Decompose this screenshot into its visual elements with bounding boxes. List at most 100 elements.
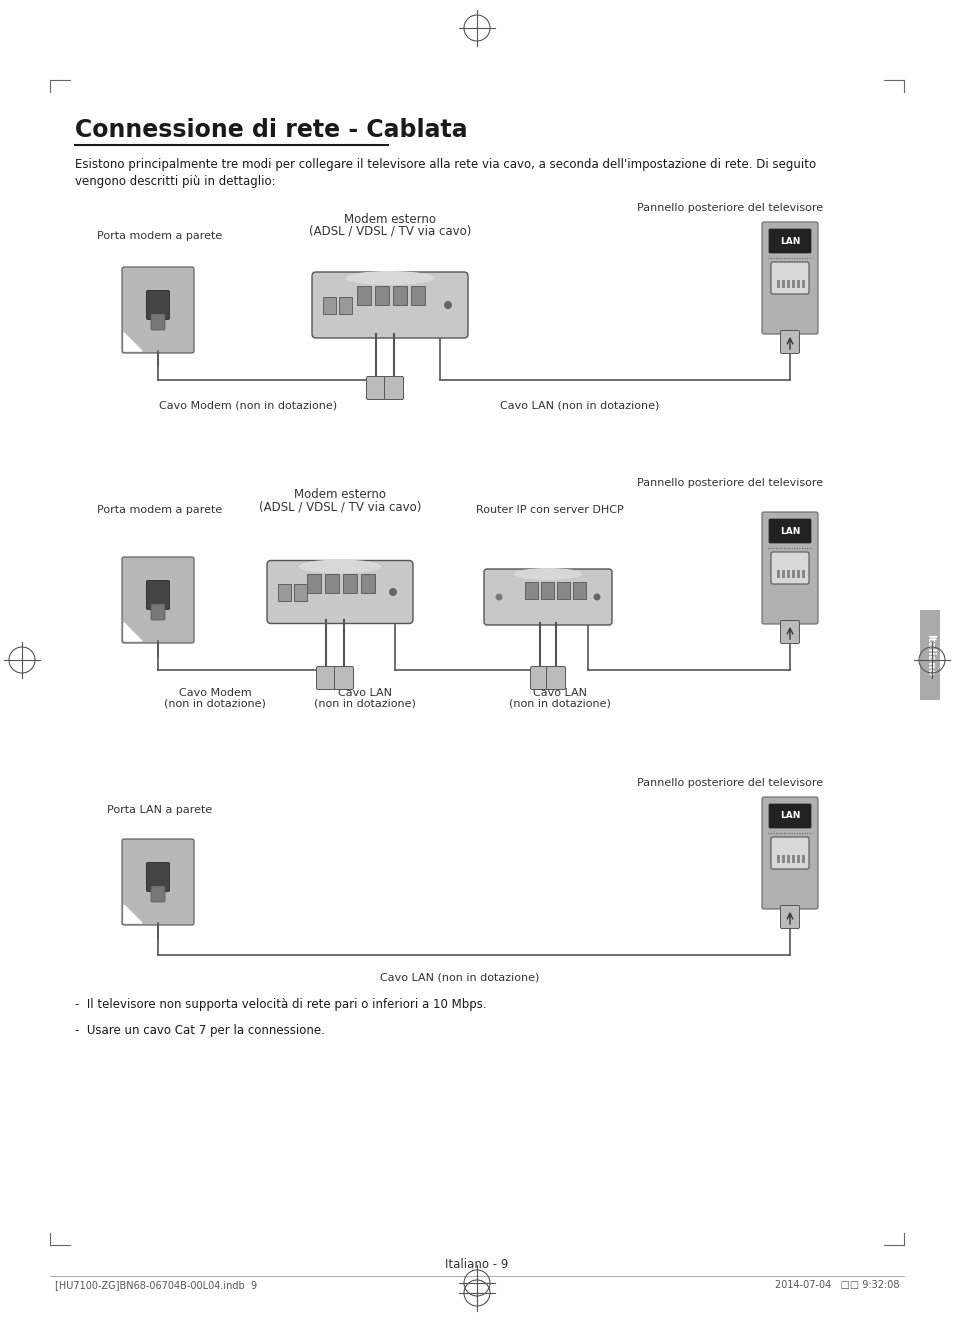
Polygon shape [124, 333, 142, 351]
Bar [796, 855, 800, 863]
FancyBboxPatch shape [339, 296, 352, 313]
Text: (non in dotazione): (non in dotazione) [314, 699, 416, 709]
Text: Cavo Modem: Cavo Modem [178, 688, 251, 697]
Polygon shape [124, 624, 142, 641]
FancyBboxPatch shape [780, 330, 799, 354]
FancyBboxPatch shape [573, 581, 586, 598]
FancyBboxPatch shape [278, 584, 292, 601]
Bar [801, 280, 804, 288]
FancyBboxPatch shape [768, 804, 810, 828]
Text: (ADSL / VDSL / TV via cavo): (ADSL / VDSL / TV via cavo) [309, 225, 471, 238]
Circle shape [443, 301, 452, 309]
Bar [796, 280, 800, 288]
FancyBboxPatch shape [768, 519, 810, 543]
FancyBboxPatch shape [384, 376, 403, 399]
FancyBboxPatch shape [375, 285, 389, 305]
Text: -  Il televisore non supporta velocità di rete pari o inferiori a 10 Mbps.: - Il televisore non supporta velocità di… [75, 997, 486, 1011]
Text: Porta modem a parete: Porta modem a parete [97, 231, 222, 240]
FancyBboxPatch shape [411, 285, 425, 305]
Bar [781, 855, 784, 863]
FancyBboxPatch shape [483, 569, 612, 625]
FancyBboxPatch shape [147, 863, 170, 892]
Text: Pannello posteriore del televisore: Pannello posteriore del televisore [637, 203, 822, 213]
FancyBboxPatch shape [307, 575, 321, 593]
Text: (non in dotazione): (non in dotazione) [164, 699, 266, 709]
FancyBboxPatch shape [122, 839, 193, 925]
Bar [776, 569, 780, 579]
Bar [781, 280, 784, 288]
Bar [786, 280, 789, 288]
FancyBboxPatch shape [147, 291, 170, 320]
Text: Cavo LAN (non in dotazione): Cavo LAN (non in dotazione) [499, 400, 659, 410]
FancyBboxPatch shape [151, 314, 165, 330]
Text: 2014-07-04   □□ 9:32:08: 2014-07-04 □□ 9:32:08 [775, 1280, 899, 1291]
Bar [791, 569, 794, 579]
Text: Porta LAN a parete: Porta LAN a parete [108, 804, 213, 815]
Bar [776, 280, 780, 288]
Text: (non in dotazione): (non in dotazione) [509, 699, 610, 709]
Text: [HU7100-ZG]BN68-06704B-00L04.indb  9: [HU7100-ZG]BN68-06704B-00L04.indb 9 [55, 1280, 257, 1291]
FancyBboxPatch shape [780, 905, 799, 929]
Ellipse shape [345, 271, 434, 285]
Text: vengono descritti più in dettaglio:: vengono descritti più in dettaglio: [75, 174, 275, 188]
Text: Cavo LAN: Cavo LAN [533, 688, 586, 697]
Text: -  Usare un cavo Cat 7 per la connessione.: - Usare un cavo Cat 7 per la connessione… [75, 1024, 325, 1037]
FancyBboxPatch shape [770, 262, 808, 295]
Text: Pannello posteriore del televisore: Pannello posteriore del televisore [637, 778, 822, 789]
FancyBboxPatch shape [151, 604, 165, 620]
Text: Cavo Modem (non in dotazione): Cavo Modem (non in dotazione) [159, 400, 336, 410]
FancyBboxPatch shape [357, 285, 371, 305]
FancyBboxPatch shape [122, 557, 193, 643]
FancyBboxPatch shape [294, 584, 307, 601]
Text: Italiano - 9: Italiano - 9 [445, 1258, 508, 1271]
FancyBboxPatch shape [546, 667, 565, 690]
FancyBboxPatch shape [541, 581, 554, 598]
FancyBboxPatch shape [525, 581, 537, 598]
FancyBboxPatch shape [343, 575, 357, 593]
FancyBboxPatch shape [267, 560, 413, 624]
FancyBboxPatch shape [768, 229, 810, 254]
FancyBboxPatch shape [761, 222, 817, 334]
Bar [781, 569, 784, 579]
Bar [919, 610, 939, 700]
FancyBboxPatch shape [761, 797, 817, 909]
Text: Esistono principalmente tre modi per collegare il televisore alla rete via cavo,: Esistono principalmente tre modi per col… [75, 159, 815, 170]
Bar [791, 855, 794, 863]
FancyBboxPatch shape [361, 575, 375, 593]
FancyBboxPatch shape [780, 621, 799, 643]
FancyBboxPatch shape [151, 886, 165, 902]
Circle shape [495, 593, 502, 601]
Text: Modem esterno: Modem esterno [294, 487, 386, 501]
FancyBboxPatch shape [393, 285, 407, 305]
FancyBboxPatch shape [325, 575, 339, 593]
Text: Cavo LAN (non in dotazione): Cavo LAN (non in dotazione) [380, 974, 539, 983]
Polygon shape [124, 905, 142, 923]
Bar [786, 855, 789, 863]
FancyBboxPatch shape [761, 513, 817, 624]
Bar [786, 569, 789, 579]
Text: LAN: LAN [779, 527, 800, 535]
FancyBboxPatch shape [366, 376, 385, 399]
FancyBboxPatch shape [530, 667, 549, 690]
FancyBboxPatch shape [312, 272, 468, 338]
Text: Connessione di rete - Cablata: Connessione di rete - Cablata [75, 118, 467, 141]
Ellipse shape [298, 560, 381, 573]
Circle shape [593, 593, 599, 601]
Text: LAN: LAN [779, 236, 800, 246]
Circle shape [389, 588, 396, 596]
FancyBboxPatch shape [770, 552, 808, 584]
FancyBboxPatch shape [323, 296, 336, 313]
FancyBboxPatch shape [335, 667, 354, 690]
FancyBboxPatch shape [770, 838, 808, 869]
Text: Modem esterno: Modem esterno [344, 213, 436, 226]
Text: Router IP con server DHCP: Router IP con server DHCP [476, 505, 623, 515]
Bar [801, 569, 804, 579]
Text: Pannello posteriore del televisore: Pannello posteriore del televisore [637, 478, 822, 487]
Text: LAN: LAN [779, 811, 800, 820]
FancyBboxPatch shape [147, 580, 170, 609]
FancyBboxPatch shape [122, 267, 193, 353]
Ellipse shape [514, 568, 581, 580]
Bar [801, 855, 804, 863]
Text: Cavo LAN: Cavo LAN [337, 688, 392, 697]
Text: Porta modem a parete: Porta modem a parete [97, 505, 222, 515]
